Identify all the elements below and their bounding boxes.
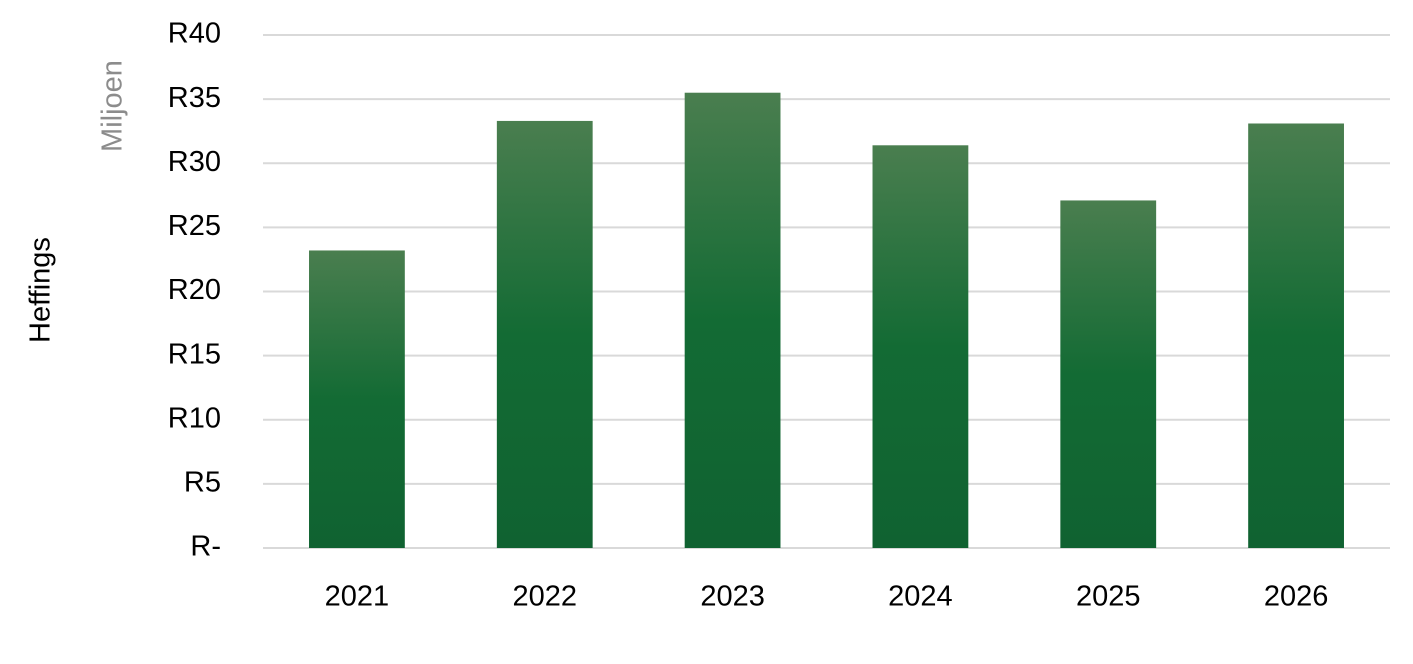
x-tick-label: 2026: [1264, 581, 1329, 613]
bar: [872, 145, 969, 549]
bar: [1248, 123, 1344, 549]
x-tick-label: 2025: [1076, 581, 1141, 613]
x-tick-label: 2021: [325, 581, 390, 613]
y-tick-label: R15: [168, 338, 221, 370]
y-tick-label: R25: [168, 210, 221, 242]
y-tick-label: R-: [190, 531, 221, 563]
y-axis-label: Heffings: [25, 237, 57, 343]
y-tick-label: R30: [168, 146, 221, 178]
y-tick-label: R5: [184, 467, 221, 499]
bar: [496, 120, 593, 549]
x-tick-label: 2024: [888, 581, 953, 613]
x-tick-label: 2022: [512, 581, 577, 613]
bar: [684, 92, 781, 549]
bar: [309, 250, 405, 548]
y-tick-label: R40: [168, 18, 221, 50]
y-axis-unit: Miljoen: [97, 60, 129, 152]
y-tick-label: R20: [168, 274, 221, 306]
bar: [1060, 200, 1157, 548]
x-tick-label: 2023: [700, 581, 765, 613]
y-tick-label: R10: [168, 402, 221, 434]
y-tick-label: R35: [168, 82, 221, 114]
